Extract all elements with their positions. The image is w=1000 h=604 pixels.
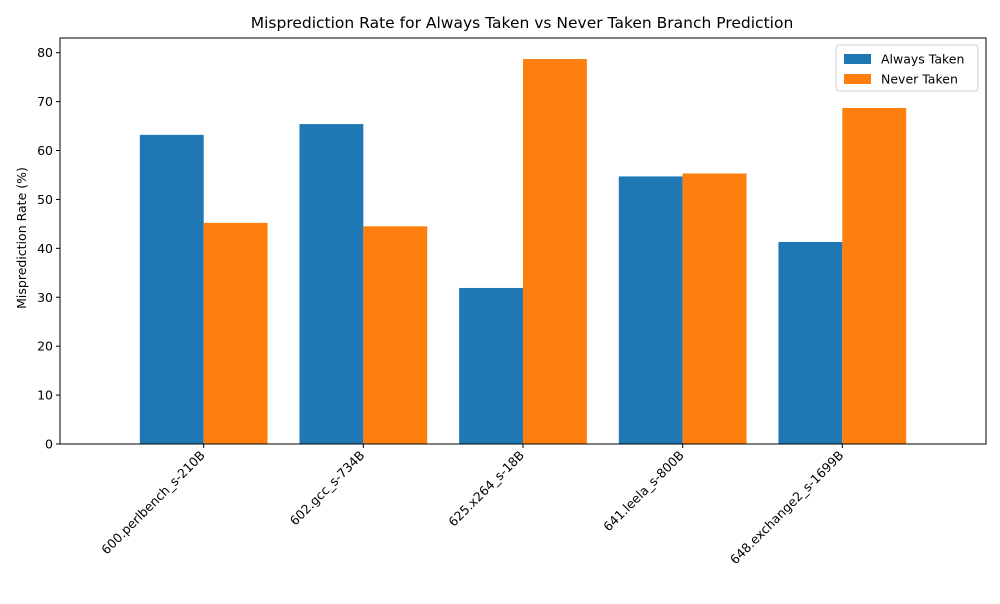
bar-always-taken-4 <box>778 241 843 444</box>
y-tick-label: 30 <box>37 290 53 305</box>
y-tick-label: 80 <box>37 45 53 60</box>
bar-never-taken-2 <box>523 59 587 445</box>
legend-box <box>835 44 979 92</box>
bar-always-taken-2 <box>459 287 523 444</box>
x-axis-ticks: 600.perlbench_s-210B 602.gcc_s-734B 625.x2… <box>98 444 846 567</box>
y-tick-label: 60 <box>37 143 53 158</box>
legend-swatch-never-taken <box>844 74 871 84</box>
y-axis-label: Misprediction Rate (%) <box>14 167 29 309</box>
legend: Always Taken Never Taken <box>835 44 979 92</box>
y-tick-label: 70 <box>37 94 53 109</box>
y-tick-label: 10 <box>37 388 53 403</box>
bars-group <box>139 59 907 445</box>
bar-never-taken-3 <box>682 173 747 444</box>
bar-never-taken-4 <box>842 107 907 444</box>
x-tick-label: 648.exchange2_s-1699B <box>727 448 847 568</box>
x-tick-label: 600.perlbench_s-210B <box>98 448 208 558</box>
x-tick-label: 602.gcc_s-734B <box>287 448 368 529</box>
legend-swatch-always-taken <box>844 54 871 64</box>
legend-label-always-taken: Always Taken <box>881 52 964 67</box>
y-tick-label: 0 <box>45 437 53 452</box>
y-tick-label: 20 <box>37 339 53 354</box>
y-tick-label: 50 <box>37 192 53 207</box>
x-tick-label: 641.leela_s-800B <box>600 448 687 535</box>
legend-label-never-taken: Never Taken <box>881 72 958 87</box>
bar-always-taken-1 <box>299 124 364 445</box>
bar-never-taken-1 <box>363 226 428 444</box>
bar-never-taken-0 <box>203 222 268 444</box>
y-axis-ticks: 0 10 20 30 40 50 60 70 80 <box>37 45 60 452</box>
x-tick-label: 625.x264_s-18B <box>445 448 527 530</box>
y-tick-label: 40 <box>37 241 53 256</box>
chart-title: Misprediction Rate for Always Taken vs N… <box>251 14 794 32</box>
plot-frame <box>59 37 987 445</box>
bar-always-taken-0 <box>139 134 204 444</box>
bar-always-taken-3 <box>618 176 683 444</box>
